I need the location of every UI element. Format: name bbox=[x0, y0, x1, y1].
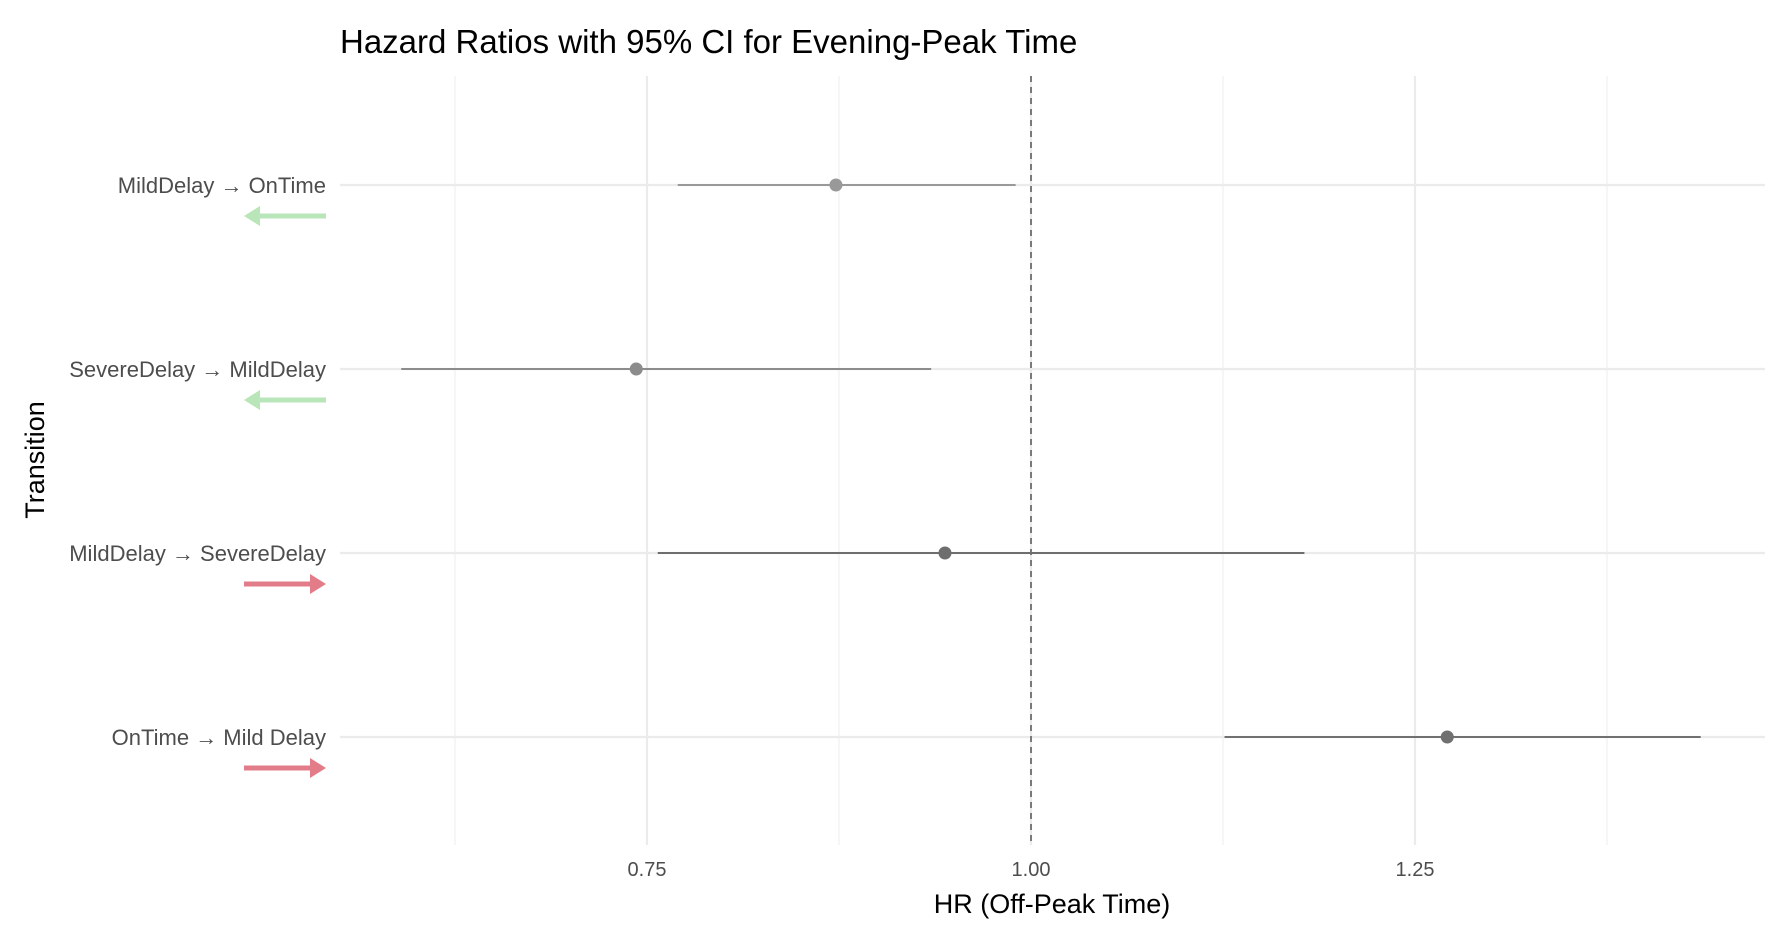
direction-arrows bbox=[244, 206, 326, 778]
grid-layer bbox=[340, 76, 1765, 845]
x-tick-label: 1.00 bbox=[1012, 859, 1051, 881]
chart-title: Hazard Ratios with 95% CI for Evening-Pe… bbox=[340, 23, 1077, 60]
y-tick-label: OnTime → Mild Delay bbox=[112, 725, 326, 750]
y-axis-label: Transition bbox=[20, 401, 50, 519]
x-tick-labels: 0.75 1.00 1.25 bbox=[628, 859, 1435, 881]
x-tick-label: 1.25 bbox=[1396, 859, 1435, 881]
x-axis-label: HR (Off-Peak Time) bbox=[934, 889, 1171, 919]
y-tick-labels: MildDelay → OnTime SevereDelay → MildDela… bbox=[69, 173, 326, 750]
y-tick-label: MildDelay → SevereDelay bbox=[69, 541, 326, 566]
forward-arrow-icon bbox=[244, 574, 326, 594]
x-tick-label: 0.75 bbox=[628, 859, 667, 881]
hr-point bbox=[629, 362, 643, 376]
y-tick-label: MildDelay → OnTime bbox=[118, 173, 326, 198]
y-tick-label: SevereDelay → MildDelay bbox=[69, 357, 326, 382]
backward-arrow-icon bbox=[244, 390, 326, 410]
point-layer bbox=[629, 178, 1454, 744]
ci-layer bbox=[401, 184, 1701, 738]
backward-arrow-icon bbox=[244, 206, 326, 226]
hr-point bbox=[938, 546, 952, 560]
forward-arrow-icon bbox=[244, 758, 326, 778]
hr-point bbox=[1440, 730, 1454, 744]
hr-point bbox=[829, 178, 843, 192]
